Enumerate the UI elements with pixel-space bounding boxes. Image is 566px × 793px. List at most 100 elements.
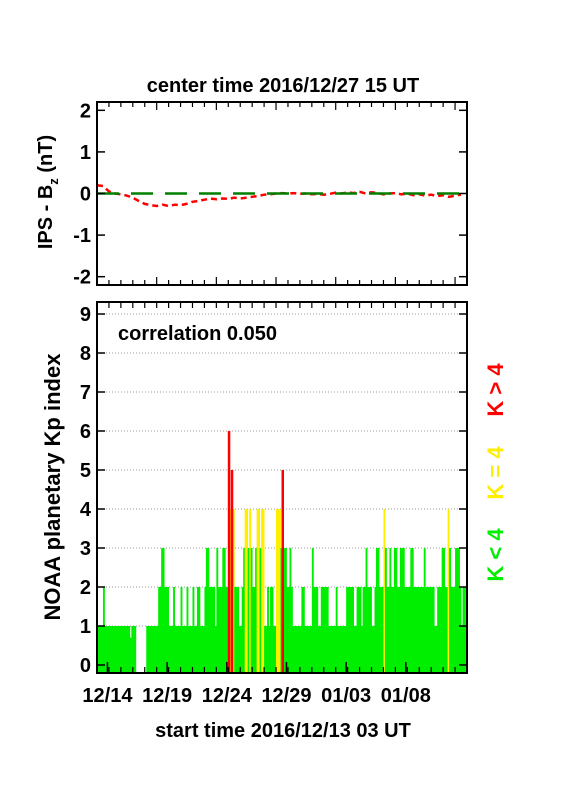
kp-bar: [323, 587, 326, 673]
kp-bar: [374, 587, 377, 673]
kp-bar: [222, 548, 225, 673]
kp-bar: [179, 626, 181, 673]
kp-bar: [155, 626, 158, 673]
kp-bar: [325, 587, 328, 673]
kp-bar: [443, 548, 446, 673]
kp-bar: [195, 626, 198, 673]
kp-bar: [447, 509, 450, 673]
kp-bar: [220, 587, 223, 673]
kp-bar: [343, 626, 346, 673]
kp-bar: [237, 587, 240, 673]
kp-bar: [402, 548, 405, 673]
legend-label: K = 4: [483, 446, 508, 500]
kp-bar: [337, 626, 340, 673]
kp-bar: [211, 587, 214, 673]
kp-bar: [328, 626, 331, 673]
kp-bar: [429, 587, 432, 673]
kp-bar: [132, 626, 135, 673]
kp-bar: [365, 548, 368, 673]
kp-bar: [199, 626, 202, 673]
kp-bar: [301, 587, 304, 673]
kp-bar: [279, 509, 281, 673]
kp-bar: [146, 626, 149, 673]
kp-bar: [449, 548, 451, 673]
kp-bar: [292, 626, 295, 673]
kp-bar: [210, 587, 213, 673]
kp-bar: [198, 587, 201, 673]
kp-bar: [310, 626, 313, 673]
kp-bar: [375, 548, 378, 673]
kp-bar: [340, 626, 343, 673]
kp-x-tick-label: 01/08: [381, 685, 431, 707]
kp-x-tick-label: 12/29: [261, 685, 311, 707]
kp-bar: [355, 626, 357, 673]
kp-bar: [183, 626, 186, 673]
kp-bar: [188, 626, 190, 673]
kp-bar: [232, 509, 235, 673]
kp-bar: [217, 587, 220, 673]
kp-bar: [422, 587, 425, 673]
kp-bar: [414, 587, 417, 673]
bz-panel: center time 2016/12/27 15 UT IPS - Bz (n…: [35, 75, 468, 289]
kp-bar: [280, 548, 283, 673]
kp-bar: [196, 587, 199, 673]
kp-bar: [277, 509, 280, 673]
kp-bars: [97, 431, 467, 673]
kp-bar: [426, 587, 429, 673]
kp-bar: [438, 587, 441, 673]
kp-bar: [276, 509, 278, 673]
kp-x-tick-label: 12/14: [82, 685, 133, 707]
kp-bar: [289, 548, 292, 673]
kp-bar: [390, 587, 393, 673]
kp-bar: [134, 626, 137, 673]
legend-label: K > 4: [483, 363, 508, 417]
kp-bar: [253, 587, 256, 673]
kp-bar: [227, 431, 231, 673]
kp-bar: [246, 509, 249, 673]
bz-y-tick-label: 2: [80, 100, 91, 122]
kp-bar: [230, 470, 234, 673]
kp-bar: [113, 626, 116, 673]
kp-x-tick-label: 01/03: [321, 685, 371, 707]
kp-bar: [410, 548, 413, 673]
kp-bar: [386, 587, 389, 673]
kp-bar: [459, 587, 462, 673]
bz-y-tick-label: -1: [73, 225, 91, 247]
kp-bar: [267, 587, 269, 673]
kp-bar: [311, 548, 314, 673]
kp-bar: [264, 626, 266, 673]
kp-bar: [346, 587, 349, 673]
kp-bar: [117, 626, 120, 673]
kp-bar: [284, 548, 287, 673]
kp-bar: [214, 626, 217, 673]
kp-bar: [413, 587, 416, 673]
kp-bar: [249, 509, 252, 673]
bz-y-tick-label: 1: [80, 142, 91, 164]
kp-bar: [271, 587, 274, 673]
bz-y-axis-label: IPS - Bz (nT): [35, 135, 61, 249]
kp-bar: [411, 548, 414, 673]
kp-bar: [180, 587, 183, 673]
kp-bar: [446, 587, 449, 673]
kp-bar: [105, 626, 108, 673]
kp-bar: [464, 587, 466, 673]
kp-bar: [322, 587, 325, 673]
kp-bar: [456, 548, 459, 673]
kp-bar: [274, 626, 277, 673]
bz-y-tick-label: -2: [73, 267, 91, 289]
kp-bar: [350, 587, 353, 673]
kp-bar: [378, 587, 381, 673]
kp-bar: [193, 626, 196, 673]
kp-bar: [308, 626, 311, 673]
kp-bar: [347, 587, 350, 673]
kp-bar: [104, 626, 107, 673]
kp-bar: [226, 587, 229, 673]
kp-bar: [307, 626, 310, 673]
bz-axes: 2 1 0 -1 -2: [73, 100, 467, 289]
kp-bar: [370, 587, 372, 673]
kp-bar: [349, 587, 352, 673]
kp-bar: [152, 626, 155, 673]
kp-bar: [320, 587, 323, 673]
kp-bar: [335, 587, 338, 673]
